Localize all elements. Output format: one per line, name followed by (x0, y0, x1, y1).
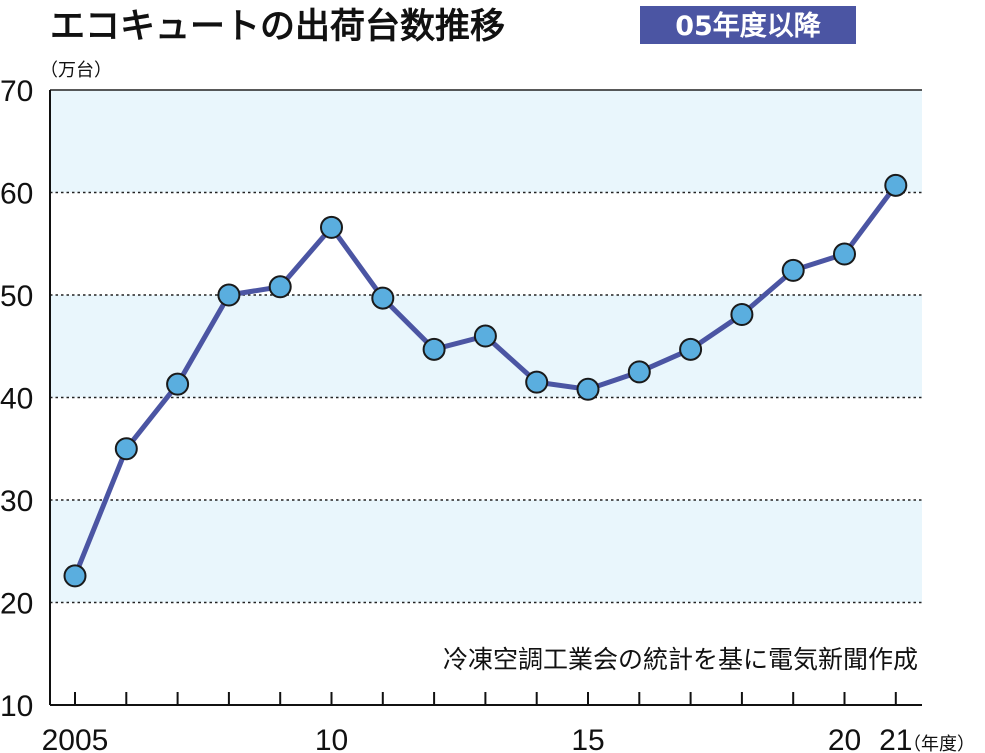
y-tick-label: 50 (0, 280, 33, 313)
data-point (268, 275, 292, 299)
data-point (166, 372, 190, 396)
data-point (63, 564, 87, 588)
background-band (50, 500, 922, 603)
data-point (781, 258, 805, 282)
data-point (473, 324, 497, 348)
data-point (576, 377, 600, 401)
y-tick-label: 30 (0, 485, 33, 518)
data-point (371, 286, 395, 310)
background-bands (50, 90, 922, 603)
data-point (833, 242, 856, 266)
x-tick-label: 20 (828, 724, 861, 753)
y-axis-unit-label: （万台） (40, 60, 112, 81)
y-axis-ticks: 10 20 30 40 50 60 70 (0, 75, 33, 723)
subtitle-badge-label: 05年度以降 (675, 10, 822, 42)
y-tick-label: 40 (0, 383, 33, 416)
data-point (679, 337, 703, 361)
data-point (320, 215, 343, 239)
data-point (217, 283, 241, 307)
data-point (627, 360, 651, 384)
y-tick-label: 20 (0, 588, 33, 621)
data-point (730, 302, 754, 326)
gridlines (50, 89, 922, 604)
y-tick-label: 60 (0, 178, 33, 211)
source-note: 冷凍空調工業会の統計を基に電気新聞作成 (443, 645, 918, 674)
x-tick-label: 15 (571, 724, 604, 753)
x-axis-ticks: 2005 10 15 20 21 (42, 692, 912, 753)
data-series (63, 173, 908, 588)
data-point (114, 437, 138, 461)
y-tick-label: 10 (0, 690, 33, 723)
background-band (50, 90, 922, 193)
y-tick-label: 70 (0, 75, 33, 108)
data-point (422, 337, 446, 361)
x-tick-label: 10 (315, 724, 348, 753)
data-point (525, 370, 549, 394)
x-tick-label: 21 (879, 724, 912, 753)
subtitle-badge (640, 6, 856, 44)
x-tick-label: 2005 (42, 724, 109, 753)
x-axis-unit-label: （年度） (903, 734, 975, 753)
data-point (884, 173, 908, 197)
chart-title: エコキュートの出荷台数推移 (50, 7, 505, 47)
